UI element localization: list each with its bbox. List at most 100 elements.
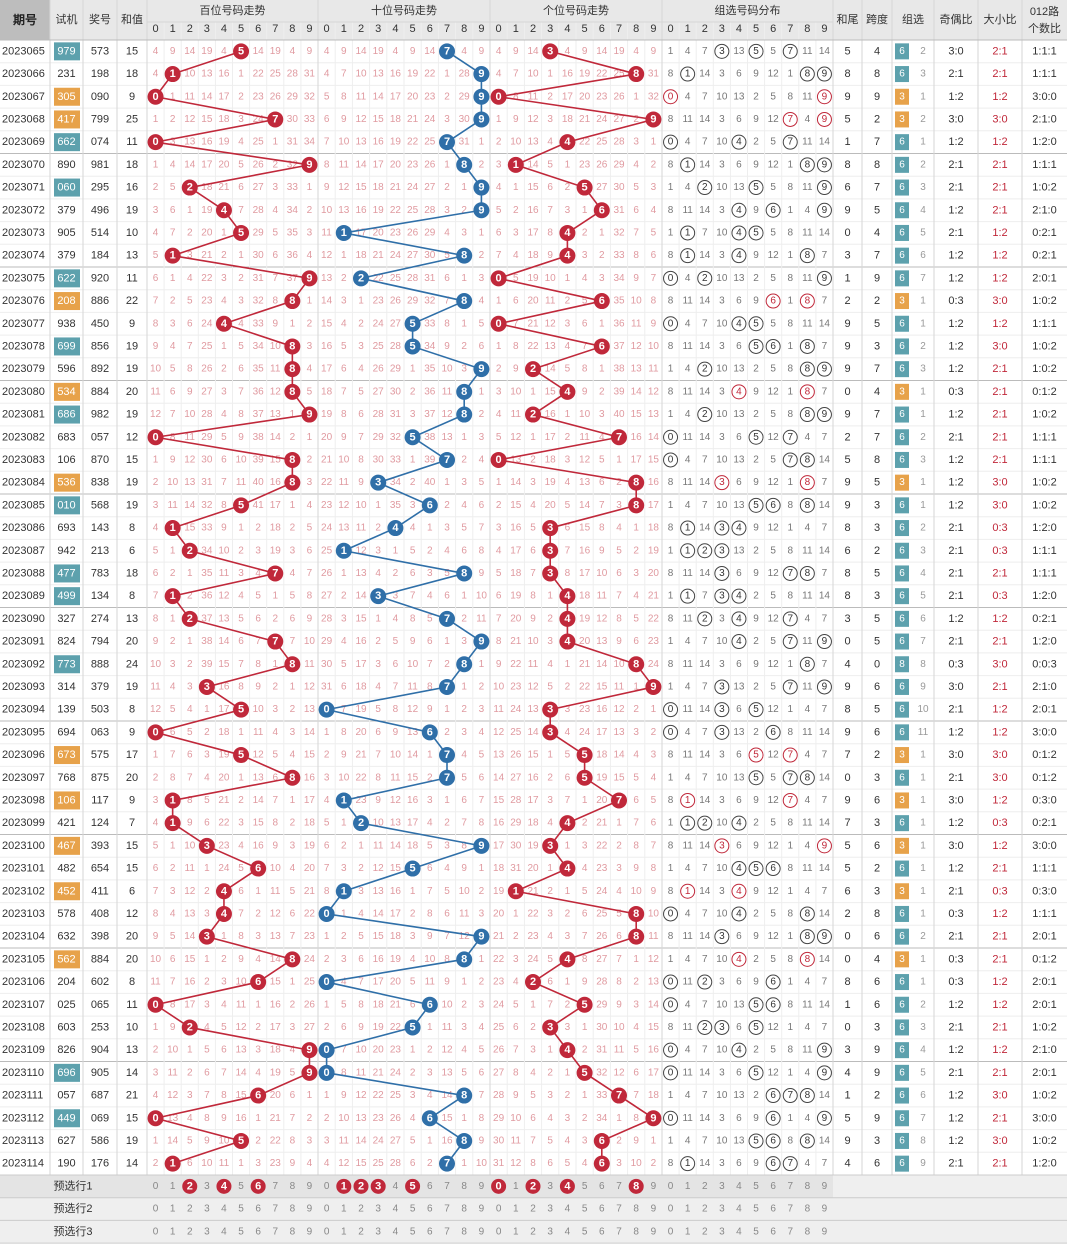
forecast-pick[interactable] (216, 1178, 232, 1194)
units-miss-number: 18 (562, 114, 574, 125)
group-dist-miss: 4 (805, 1022, 811, 1033)
group-dist-digit: 8 (805, 364, 811, 375)
units-ball (645, 111, 662, 128)
group-miss: 3 (920, 182, 926, 193)
group-type: 6 (899, 523, 905, 534)
hund-miss-number: 3 (290, 1022, 296, 1033)
hund-miss-number: 14 (201, 91, 213, 102)
forecast-pick[interactable] (370, 1178, 386, 1194)
forecast-pick[interactable] (628, 1178, 644, 1194)
forecast-pick[interactable] (525, 1178, 541, 1194)
units-miss-number: 10 (510, 386, 522, 397)
group-dist-miss: 7 (822, 613, 828, 624)
trial-highlight (54, 496, 80, 515)
group-type-badge (895, 974, 909, 991)
group-miss: 1 (920, 772, 926, 783)
group-dist-miss: 2 (753, 1045, 759, 1056)
odd-even-cell: 2:1 (948, 931, 963, 943)
group-dist-miss: 1 (787, 1022, 793, 1033)
group-dist-miss: 7 (702, 591, 708, 602)
group-dist-miss: 12 (768, 1067, 780, 1078)
forecast-row-bg (0, 1220, 833, 1244)
group-dist-miss: 11 (682, 341, 693, 352)
forecast-digit: 4 (393, 1204, 399, 1215)
prize-cell: 074 (91, 136, 109, 148)
units-miss-number: 15 (493, 795, 505, 806)
hund-miss-number: 16 (201, 137, 213, 148)
hund-miss-number: 11 (270, 364, 281, 375)
forecast-pick[interactable] (182, 1178, 198, 1194)
tens-miss-number: 7 (479, 1090, 485, 1101)
tens-ball (456, 247, 473, 264)
hund-miss-number: 11 (150, 386, 161, 397)
hund-miss-number: 5 (170, 182, 176, 193)
tens-miss-number: 5 (427, 613, 433, 624)
tens-miss-number: 22 (424, 69, 436, 80)
forecast-digit: 3 (375, 1226, 381, 1237)
odd-even-cell: 0:3 (948, 976, 963, 988)
hund-ball (198, 678, 215, 695)
group-type: 6 (899, 205, 905, 216)
tens-miss-number: 1 (444, 704, 450, 715)
tens-miss-number: 2 (410, 908, 416, 919)
hund-miss-number: 1 (255, 1113, 261, 1124)
hund-ball (284, 338, 301, 355)
group-dist-digit: 3 (719, 681, 725, 692)
tens-ball (318, 974, 335, 991)
group-dist-miss: 3 (719, 1158, 725, 1169)
units-miss-number: 4 (547, 659, 553, 670)
units-miss-number: 14 (527, 159, 539, 170)
hund-miss-number: 35 (253, 364, 265, 375)
forecast-pick[interactable] (405, 1178, 421, 1194)
forecast-pick[interactable] (250, 1178, 266, 1194)
tens-miss-number: 35 (424, 364, 436, 375)
big-small-cell: 2:1 (992, 431, 1007, 443)
tens-miss-number: 1 (410, 1045, 416, 1056)
hund-miss-number: 18 (218, 727, 230, 738)
group-dist-miss: 14 (819, 46, 831, 57)
group-dist-digit: 5 (753, 1022, 759, 1033)
forecast-pick[interactable] (353, 1178, 369, 1194)
hund-ball (215, 905, 232, 922)
group-dist-miss: 12 (768, 386, 780, 397)
units-miss-number: 31 (648, 69, 660, 80)
tens-miss-number: 39 (424, 454, 436, 465)
tail-cell: 9 (844, 91, 850, 103)
group-dist-miss: 9 (753, 205, 759, 216)
group-dist-miss: 6 (736, 568, 742, 579)
prize-cell: 503 (91, 704, 109, 716)
forecast-pick[interactable] (491, 1178, 507, 1194)
units-miss-number: 15 (613, 772, 625, 783)
group-dist-miss: 12 (768, 886, 780, 897)
group-dist-miss: 4 (685, 1090, 691, 1101)
group-dist-miss: 3 (719, 386, 725, 397)
units-miss-number: 14 (493, 772, 505, 783)
units-miss-number: 2 (565, 296, 571, 307)
forecast-pick-label: 4 (221, 1180, 228, 1192)
prize-cell: 586 (91, 1135, 109, 1147)
tail-cell: 9 (844, 726, 850, 738)
tens-miss-number: 4 (427, 1090, 433, 1101)
group-dist-ring (765, 338, 781, 354)
tens-ball-label: 4 (392, 522, 399, 534)
units-miss-number: 9 (582, 46, 588, 57)
units-miss-number: 1 (616, 454, 622, 465)
tens-miss-number: 1 (461, 681, 467, 692)
tens-miss-number: 5 (479, 477, 485, 488)
units-miss-number: 19 (545, 477, 557, 488)
units-miss-number: 1 (582, 1022, 588, 1033)
group-type-badge (895, 43, 909, 60)
group-dist-digit: 4 (736, 250, 742, 261)
forecast-pick-label: 8 (633, 1180, 639, 1192)
odd-even-cell: 2:1 (948, 590, 963, 602)
hund-miss-number: 31 (287, 137, 299, 148)
forecast-pick[interactable] (559, 1178, 575, 1194)
tens-miss-number: 30 (459, 114, 471, 125)
hund-miss-number: 3 (272, 182, 278, 193)
forecast-pick[interactable] (336, 1178, 352, 1194)
units-ball-label: 3 (547, 545, 553, 557)
big-small-cell: 0:3 (992, 590, 1007, 602)
group-type: 6 (899, 364, 905, 375)
group-dist-digit: 5 (753, 999, 759, 1010)
prize-cell: 687 (91, 1090, 109, 1102)
